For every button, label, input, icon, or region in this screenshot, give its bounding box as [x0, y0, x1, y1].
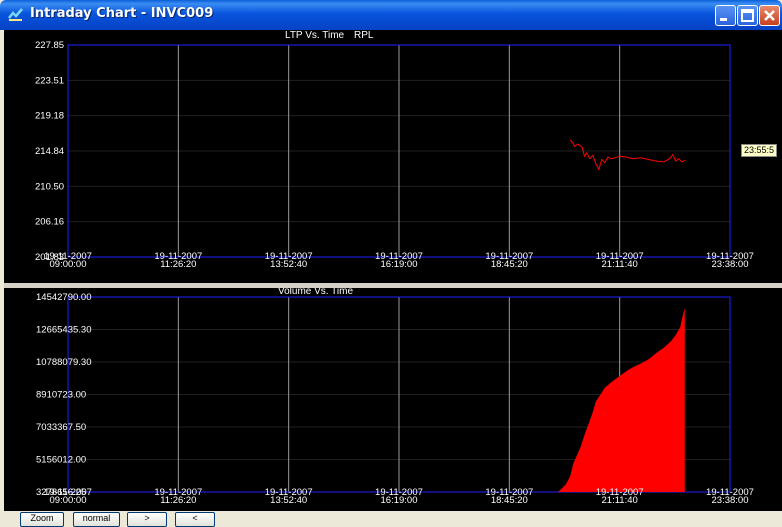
- x-tick-time: 11:26:20: [160, 259, 196, 270]
- volume-series-area: [558, 308, 685, 492]
- plot-border: [67, 44, 731, 258]
- pane-separator[interactable]: [4, 283, 782, 288]
- x-tick-date: 19-11-2007: [265, 487, 313, 498]
- x-tick-time: 21:11:40: [602, 259, 638, 270]
- y-tick-label: 214.84: [35, 146, 64, 157]
- x-tick-time: 09:00:00: [50, 495, 87, 506]
- x-tick-date: 19-11-2007: [485, 251, 533, 262]
- x-tick-date: 19-11-2007: [154, 251, 202, 262]
- title-bar[interactable]: Intraday Chart - INVC009: [0, 0, 782, 30]
- y-tick-label: 223.51: [35, 75, 64, 86]
- x-tick-time: 18:45:20: [491, 495, 528, 506]
- x-tick-date: 19-11-2007: [154, 487, 202, 498]
- chart-title: Volume Vs. Time: [278, 286, 353, 297]
- y-tick-label: 3278656.25: [36, 487, 86, 498]
- x-tick-time: 21:11:40: [602, 495, 638, 506]
- y-tick-label: 206.16: [35, 217, 64, 228]
- y-tick-label: 219.18: [35, 111, 64, 122]
- x-tick-time: 09:00:00: [50, 259, 87, 270]
- y-tick-label: 7033367.50: [36, 422, 86, 433]
- x-tick-date: 19-11-2007: [596, 251, 644, 262]
- x-tick-date: 19-11-2007: [706, 251, 754, 262]
- y-tick-label: 10788079.30: [36, 357, 91, 368]
- next-button[interactable]: >: [127, 512, 167, 527]
- x-tick-time: 11:26:20: [160, 495, 196, 506]
- y-tick-label: 201.83: [35, 252, 64, 263]
- x-tick-date: 19-11-2007: [596, 487, 644, 498]
- zoom-button[interactable]: Zoom: [20, 512, 64, 527]
- x-tick-time: 23:38:00: [712, 495, 749, 506]
- x-tick-time: 13:52:40: [270, 259, 307, 270]
- app-icon: [8, 8, 23, 21]
- x-tick-time: 16:19:00: [381, 259, 418, 270]
- x-tick-time: 18:45:20: [491, 259, 528, 270]
- x-tick-date: 19-11-2007: [375, 487, 423, 498]
- x-tick-date: 19-11-2007: [706, 487, 754, 498]
- chart-symbol: RPL: [354, 30, 374, 41]
- x-tick-date: 19-11-2007: [485, 487, 533, 498]
- minimize-icon[interactable]: [715, 5, 736, 26]
- intraday-charts[interactable]: 227.85 223.51 219.18 214.84 210.50 206.16 201.…: [0, 0, 782, 511]
- ltp-series-line: [569, 139, 686, 171]
- button-bar: [0, 511, 782, 521]
- window-title: Intraday Chart - INVC009: [30, 6, 214, 21]
- x-tick-time: 23:38:00: [712, 259, 749, 270]
- prev-button[interactable]: <: [175, 512, 215, 527]
- y-tick-label: 12665435.30: [36, 325, 91, 336]
- y-tick-label: 14542790.00: [36, 292, 91, 303]
- maximize-icon[interactable]: [737, 5, 758, 26]
- plot-border: [67, 296, 731, 493]
- x-tick-date: 19-11-2007: [265, 251, 313, 262]
- y-tick-label: 8910723.00: [36, 390, 86, 401]
- y-tick-label: 227.85: [35, 40, 64, 51]
- x-tick-date: 19-11-2007: [44, 487, 92, 498]
- x-tick-date: 19-11-2007: [375, 251, 423, 262]
- y-tick-label: 5156012.00: [36, 455, 86, 466]
- chart-title: LTP Vs. Time: [285, 30, 345, 41]
- x-tick-date: 19-11-2007: [44, 251, 92, 262]
- x-tick-time: 13:52:40: [270, 495, 307, 506]
- y-tick-label: 210.50: [35, 181, 64, 192]
- normal-button[interactable]: normal: [73, 512, 120, 527]
- close-icon[interactable]: [759, 5, 780, 26]
- x-tick-time: 16:19:00: [381, 495, 418, 506]
- cursor-time-label: 23:55:5: [741, 144, 778, 157]
